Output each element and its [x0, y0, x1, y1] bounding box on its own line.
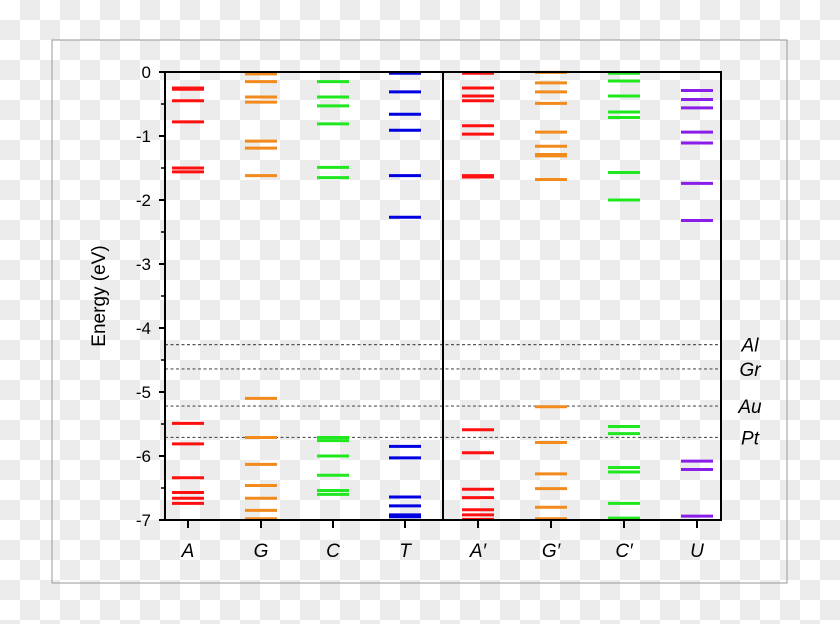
- level-group-6: [608, 71, 640, 521]
- x-tick-label: U: [690, 541, 704, 562]
- x-tick-label: G: [254, 541, 269, 562]
- x-tick-label: C′: [615, 541, 634, 562]
- level-group-7: [681, 89, 713, 518]
- reference-label: Gr: [739, 360, 761, 381]
- y-tick-label: -7: [136, 511, 151, 530]
- level-group-4: [462, 71, 494, 521]
- y-axis: 0 -1 -2 -3 -4 -5 -6 -7: [136, 63, 165, 530]
- reference-label: Pt: [741, 428, 760, 449]
- x-tick-label: C: [326, 541, 340, 562]
- energy-levels: [172, 70, 713, 521]
- y-tick-label: -4: [136, 319, 151, 338]
- reference-lines: Al Gr Au Pt: [165, 336, 762, 449]
- y-tick-label: -3: [136, 255, 151, 274]
- figure-frame: [51, 39, 788, 584]
- y-tick-label: -1: [136, 127, 151, 146]
- reference-label: Au: [737, 397, 762, 418]
- y-axis-title: Energy (eV): [89, 245, 110, 346]
- y-tick-label: -2: [136, 191, 151, 210]
- level-group-0: [172, 86, 204, 505]
- x-tick-label: A: [181, 541, 195, 562]
- y-tick-label: -6: [136, 447, 151, 466]
- level-group-5: [535, 70, 567, 521]
- x-tick-label: A′: [469, 541, 488, 562]
- level-group-1: [245, 72, 277, 521]
- reference-label: Al: [741, 336, 760, 357]
- x-axis: A G C T A′ G′ C′ U: [181, 520, 704, 562]
- level-group-3: [389, 71, 421, 519]
- y-tick-label: 0: [142, 63, 151, 82]
- y-tick-label: -5: [136, 383, 151, 402]
- x-tick-label: G′: [542, 541, 562, 562]
- x-tick-label: T: [399, 541, 412, 562]
- level-group-2: [317, 80, 349, 496]
